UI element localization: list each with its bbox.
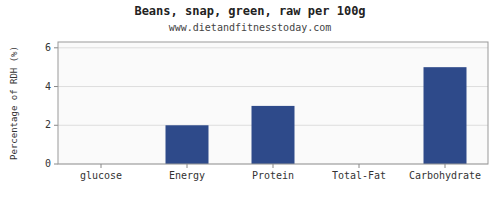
y-axis: 0 2 4 6 [45,42,488,169]
chart-svg: 0 2 4 6 glucose Energy Protein Total-Fat Carbohy… [0,0,500,200]
y-tick [54,125,58,126]
x-tick [445,164,446,168]
bar [252,106,295,164]
chart-title: Beans, snap, green, raw per 100g [134,4,365,18]
x-tick-label: Carbohydrate [409,170,481,181]
x-tick [101,164,102,168]
y-tick [54,164,58,165]
x-tick-label: glucose [80,170,122,181]
grid-line [58,47,488,48]
plot-background [58,42,488,164]
bar [424,67,467,164]
bars [166,67,467,164]
x-tick-label: Protein [252,170,294,181]
x-tick-label: Energy [169,170,205,181]
bar [166,125,209,164]
y-tick-label: 2 [45,119,51,130]
x-tick-label: Total-Fat [332,170,386,181]
y-tick-label: 0 [45,158,51,169]
x-tick [187,164,188,168]
x-tick [359,164,360,168]
y-tick-label: 6 [45,42,51,53]
y-axis-label: Percentage of RDH (%) [9,46,19,160]
plot-frame [58,42,488,164]
chart-subtitle: www.dietandfitnesstoday.com [169,22,332,33]
y-tick [54,86,58,87]
x-tick [273,164,274,168]
chart-container: 0 2 4 6 glucose Energy Protein Total-Fat Carbohy… [0,0,500,200]
y-tick-label: 4 [45,81,51,92]
y-tick [54,47,58,48]
x-axis: glucose Energy Protein Total-Fat Carbohydrat… [80,164,481,181]
